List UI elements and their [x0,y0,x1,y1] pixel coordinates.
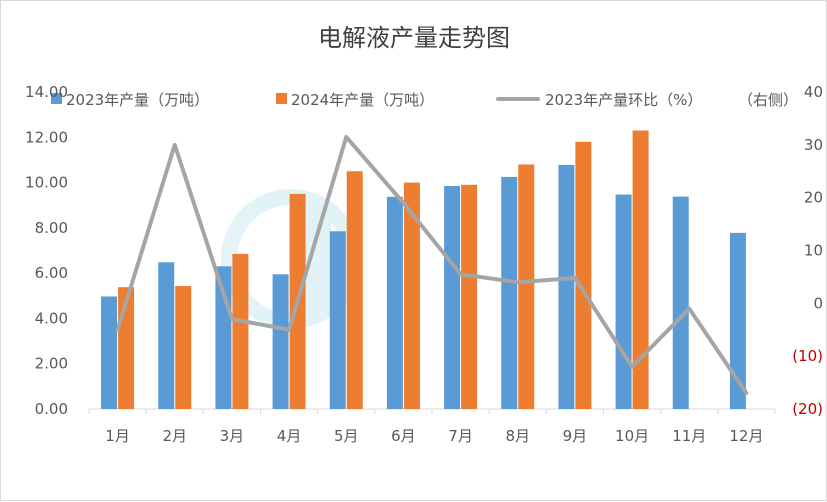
y-right-tick-label: 20 [804,189,823,207]
bar-2023 [615,194,632,409]
y-right-tick-label: 40 [804,83,823,101]
bar-2023 [101,296,118,409]
bar-2023 [729,232,746,409]
y-right-tick-label: (10) [792,347,823,365]
bar-2024 [575,141,592,410]
y-right-axis-label: （右侧） [738,91,798,109]
y-left-tick-label: 14.00 [25,83,68,101]
line-point [230,318,233,321]
bar-2024 [461,184,478,409]
y-left-tick-label: 6.00 [35,264,68,282]
line-point [688,307,691,310]
bar-2024 [346,171,363,409]
x-tick-label: 10月 [615,427,649,445]
y-left-tick-label: 0.00 [35,400,68,418]
bar-2023 [444,185,461,409]
y-left-tick-label: 4.00 [35,309,68,327]
line-point [173,143,176,146]
x-tick-label: 1月 [105,427,130,445]
line-point [116,328,119,331]
line-point [345,135,348,138]
bar-2023 [386,196,403,409]
y-left-tick-label: 2.00 [35,355,68,373]
line-point [516,281,519,284]
y-left-tick-label: 8.00 [35,219,68,237]
legend-swatch [276,93,287,104]
y-right-tick-label: (20) [792,400,823,418]
chart-title: 电解液产量走势图 [318,24,510,52]
y-right-tick-label: 30 [804,136,823,154]
y-right-tick-label: 10 [804,242,823,260]
legend-label: 2024年产量（万吨） [291,91,434,109]
line-point [459,273,462,276]
line-2023-mom [115,134,749,396]
y-right-tick-label: 0 [813,294,823,312]
bar-2024 [632,130,649,409]
bar-2024 [403,182,420,409]
legend-label: 2023年产量（万吨） [66,91,209,109]
bar-2023 [272,274,289,409]
legend: 2023年产量（万吨） 2024年产量（万吨） 2023年产量环比（%） （右侧） [51,91,798,109]
bar-2023 [558,164,575,409]
line-point [402,201,405,204]
legend-swatch [51,93,62,104]
line-point [573,276,576,279]
y-left-tick-label: 12.00 [25,128,68,146]
line-series [115,134,749,396]
x-tick-label: 11月 [672,427,706,445]
line-point [631,365,634,368]
x-tick-label: 7月 [448,427,473,445]
x-tick-label: 8月 [505,427,530,445]
x-tick-label: 9月 [563,427,588,445]
bar-2023 [501,176,518,409]
x-tick-label: 6月 [391,427,416,445]
y-left-tick-label: 10.00 [25,174,68,192]
axes: 0.00 2.00 4.00 6.00 8.00 10.00 12.00 14.00 (20) (… [25,83,823,445]
x-tick-label: 12月 [729,427,763,445]
bar-2023 [329,231,346,409]
bar-2023 [158,262,175,409]
x-tick-label: 2月 [162,427,187,445]
bar-2024 [175,286,192,409]
bar-2024 [518,164,535,409]
bars [101,130,746,410]
bar-2024 [232,253,249,409]
line-point [745,392,748,395]
x-tick-label: 4月 [277,427,302,445]
bar-2023 [672,196,689,409]
x-tick-label: 3月 [220,427,245,445]
x-tick-label: 5月 [334,427,359,445]
legend-label: 2023年产量环比（%） [545,91,702,109]
line-point [288,328,291,331]
